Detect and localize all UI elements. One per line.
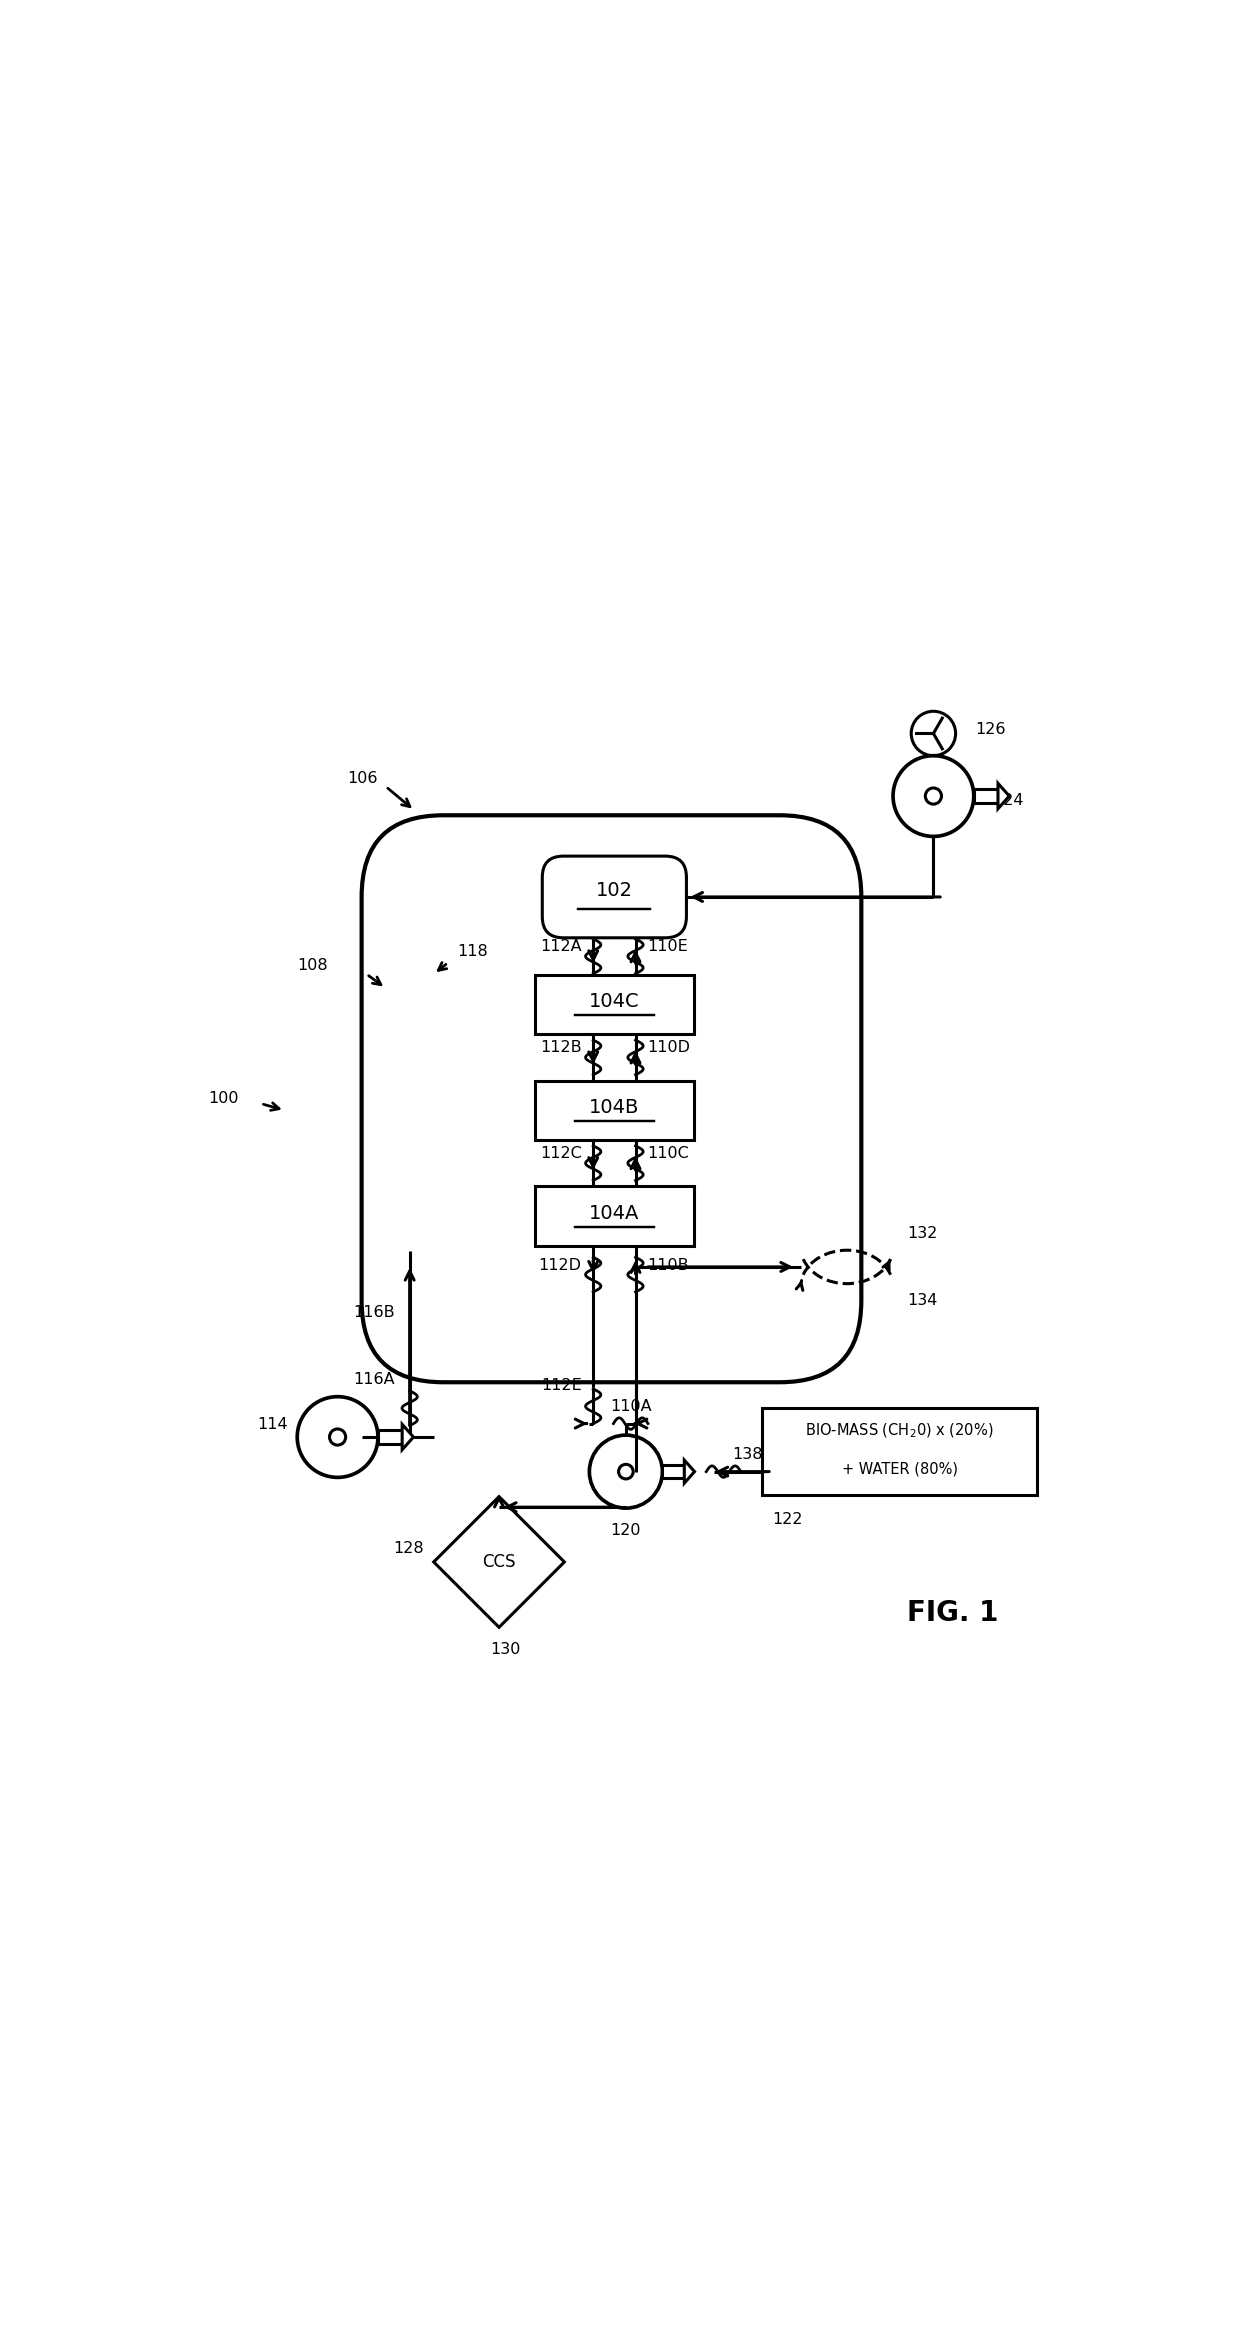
Text: 116B: 116B <box>353 1304 396 1320</box>
Polygon shape <box>684 1460 694 1483</box>
Text: 104B: 104B <box>589 1099 640 1117</box>
Text: 104A: 104A <box>589 1204 640 1222</box>
Text: 104C: 104C <box>589 992 640 1010</box>
Bar <box>973 789 998 803</box>
Text: 124: 124 <box>993 792 1023 808</box>
Bar <box>378 1429 402 1443</box>
Text: 100: 100 <box>208 1092 238 1106</box>
Text: 112D: 112D <box>538 1257 582 1273</box>
Text: 120: 120 <box>610 1523 641 1536</box>
Text: FIG. 1: FIG. 1 <box>906 1599 998 1627</box>
Text: 138: 138 <box>733 1446 763 1462</box>
Text: 112A: 112A <box>541 938 582 954</box>
Text: 130: 130 <box>490 1641 521 1658</box>
Text: 118: 118 <box>458 943 489 959</box>
Text: 110A: 110A <box>610 1399 651 1413</box>
Text: 110C: 110C <box>647 1145 688 1162</box>
Text: 110E: 110E <box>647 938 688 954</box>
Text: 110D: 110D <box>647 1041 689 1055</box>
Text: CCS: CCS <box>482 1553 516 1571</box>
Text: 106: 106 <box>347 771 378 787</box>
Text: 116A: 116A <box>353 1371 396 1387</box>
FancyBboxPatch shape <box>542 857 687 938</box>
Bar <box>536 1080 693 1141</box>
Text: 110B: 110B <box>647 1257 688 1273</box>
Text: 126: 126 <box>975 722 1006 736</box>
Text: 128: 128 <box>393 1541 424 1557</box>
Text: 112E: 112E <box>541 1378 582 1392</box>
Text: 112C: 112C <box>539 1145 582 1162</box>
Text: 134: 134 <box>908 1292 937 1308</box>
FancyBboxPatch shape <box>362 815 862 1383</box>
Text: BIO-MASS (CH$_2$0) x (20%): BIO-MASS (CH$_2$0) x (20%) <box>806 1420 994 1439</box>
Text: 108: 108 <box>298 959 327 973</box>
Text: 122: 122 <box>773 1511 802 1527</box>
Bar <box>536 975 693 1034</box>
Bar <box>763 1408 1037 1495</box>
Text: + WATER (80%): + WATER (80%) <box>842 1462 957 1476</box>
Bar <box>536 1187 693 1245</box>
Text: 132: 132 <box>908 1227 937 1241</box>
Text: 102: 102 <box>596 880 632 901</box>
Text: 112B: 112B <box>541 1041 582 1055</box>
Polygon shape <box>402 1425 413 1450</box>
Polygon shape <box>998 782 1009 808</box>
Text: 114: 114 <box>257 1418 288 1432</box>
Bar <box>662 1464 684 1478</box>
